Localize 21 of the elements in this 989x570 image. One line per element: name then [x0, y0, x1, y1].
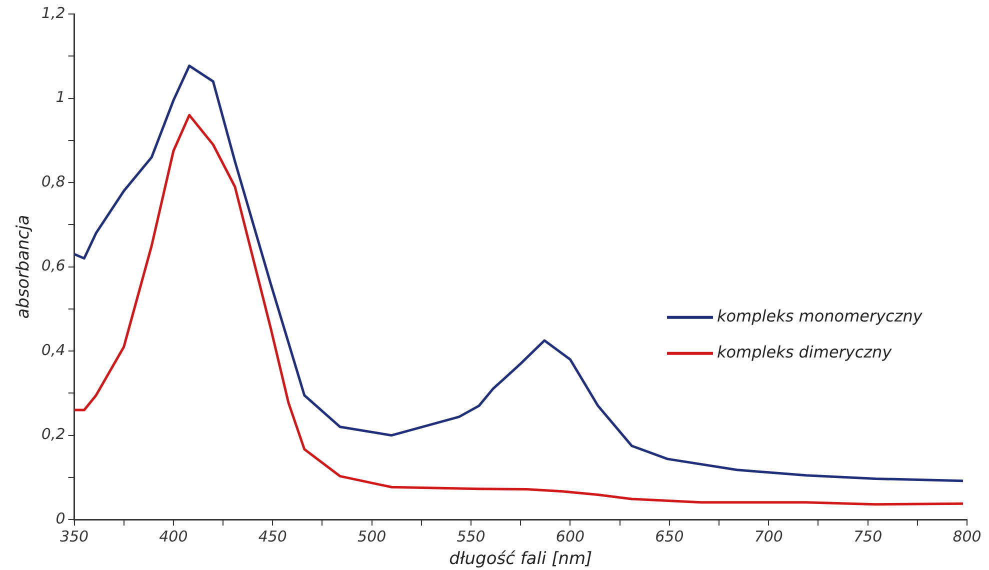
- y-tick-label: 0,2: [41, 425, 66, 444]
- x-axis-title: długość fali [nm]: [449, 549, 592, 570]
- x-tick-label: 550: [456, 527, 486, 546]
- x-tick-label: 400: [159, 527, 188, 546]
- legend-label: kompleks monomeryczny: [717, 306, 923, 326]
- x-tick-label: 500: [358, 527, 386, 546]
- x-tick-label: 800: [952, 527, 982, 546]
- legend-label: kompleks dimeryczny: [717, 342, 892, 362]
- y-tick-label: 0,8: [41, 172, 66, 190]
- y-tick-label: 0,6: [41, 256, 66, 275]
- x-tick-label: 350: [60, 527, 89, 546]
- x-tick-label: 650: [655, 527, 684, 546]
- y-tick-label: 0,4: [41, 340, 66, 359]
- x-tick-label: 450: [258, 527, 287, 546]
- y-tick-label: 0: [56, 509, 66, 528]
- x-tick-label: 600: [556, 527, 585, 546]
- x-tick-label: 700: [754, 527, 783, 546]
- x-tick-label: 750: [853, 527, 882, 546]
- y-tick-label: 1,2: [41, 4, 66, 22]
- y-axis-title: absorbancja: [14, 214, 34, 319]
- y-tick-label: 1: [56, 88, 66, 106]
